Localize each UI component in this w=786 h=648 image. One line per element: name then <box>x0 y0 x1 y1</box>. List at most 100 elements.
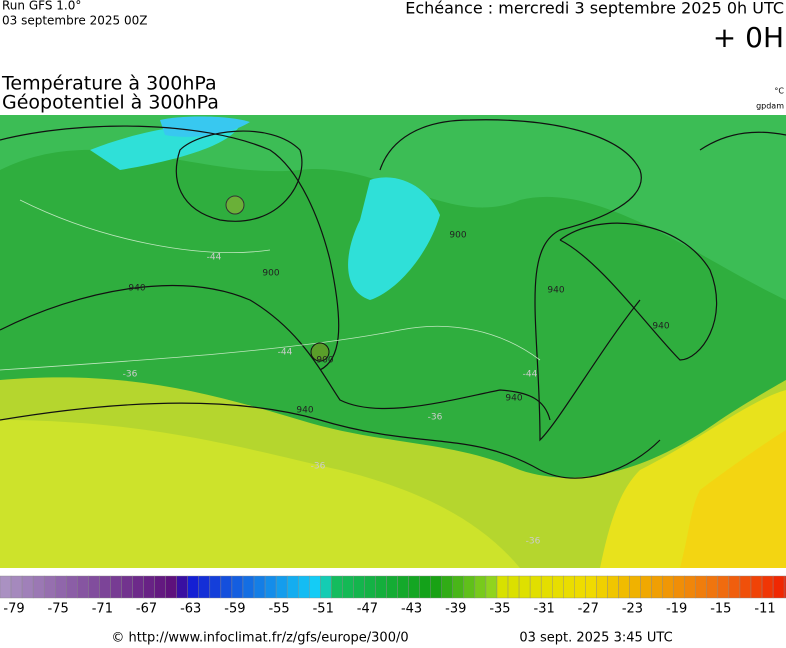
colorbar-cell <box>264 575 277 599</box>
isotherm-label: -44 <box>207 253 222 263</box>
colorbar-cell <box>474 575 487 599</box>
colorbar-tick-label: -23 <box>622 602 643 617</box>
colorbar-tick-label: -75 <box>48 602 69 617</box>
colorbar-cell <box>55 575 67 599</box>
colorbar-tick-label: -59 <box>224 602 245 617</box>
colorbar-cell <box>529 575 542 599</box>
colorbar-tick-label: -55 <box>268 602 289 617</box>
colorbar-cell <box>463 575 476 599</box>
colorbar-tick-label: -71 <box>92 602 113 617</box>
contour-label: 940 <box>128 284 145 294</box>
colorbar-cell <box>485 575 498 599</box>
map: 940 900 900 940 940 940 940 900 -44 -44 … <box>0 115 786 568</box>
colorbar-cell <box>88 575 100 599</box>
colorbar-cell <box>364 575 376 599</box>
colorbar-cell <box>77 575 89 599</box>
colorbar-cell <box>21 575 34 599</box>
colorbar-cell <box>110 575 122 599</box>
colorbar-tick-label: -35 <box>489 602 510 617</box>
colorbar-cell <box>165 575 177 599</box>
colorbar-cell <box>662 575 674 599</box>
colorbar-cell <box>253 575 266 599</box>
colorbar-cell <box>121 575 133 599</box>
source-url: © http://www.infoclimat.fr/z/gfs/europe/… <box>111 631 408 646</box>
colorbar-cell <box>629 575 641 599</box>
colorbar-cell <box>331 575 343 599</box>
colorbar-cell <box>386 575 398 599</box>
contour-label: 940 <box>505 394 522 404</box>
colorbar-cell <box>574 575 586 599</box>
contour-label: 900 <box>449 231 466 241</box>
contour-label: 940 <box>547 286 564 296</box>
contour-label: 940 <box>296 406 313 416</box>
colorbar-cell <box>220 575 233 599</box>
isotherm-label: -36 <box>526 537 541 547</box>
colorbar-tick-label: -67 <box>136 602 157 617</box>
colorbar-cell <box>309 575 321 599</box>
colorbar-cell <box>673 575 685 599</box>
run-label: Run GFS 1.0° <box>2 0 81 13</box>
colorbar-cell <box>441 575 454 599</box>
colorbar-cell <box>43 575 56 599</box>
colorbar-tick-label: -11 <box>754 602 775 617</box>
timestamp: 03 sept. 2025 3:45 UTC <box>519 631 672 646</box>
colorbar-cell <box>353 575 365 599</box>
colorbar-cell <box>706 575 719 599</box>
colorbar-cell <box>231 575 244 599</box>
colorbar-cell <box>563 575 575 599</box>
colorbar-cell <box>176 575 188 599</box>
colorbar-cell <box>143 575 155 599</box>
isotherm-label: -36 <box>311 462 326 472</box>
isotherm-label: -36 <box>123 370 138 380</box>
colorbar-cell <box>99 575 111 599</box>
colorbar-cell <box>209 575 222 599</box>
colorbar-cell <box>10 575 23 599</box>
colorbar-cell <box>275 575 288 599</box>
colorbar-cell <box>320 575 332 599</box>
colorbar-cell <box>242 575 255 599</box>
colorbar-cell <box>419 575 431 599</box>
colorbar-cell <box>507 575 520 599</box>
colorbar-cell <box>552 575 564 599</box>
colorbar-tick-label: -27 <box>578 602 599 617</box>
colorbar-cell <box>375 575 387 599</box>
colorbar-cell <box>66 575 78 599</box>
colorbar-cell <box>596 575 608 599</box>
colorbar-cell <box>496 575 509 599</box>
colorbar-cell <box>132 575 144 599</box>
colorbar-cell <box>397 575 409 599</box>
colorbar-cell <box>618 575 630 599</box>
contour-label: 940 <box>652 322 669 332</box>
temp-unit: °C <box>774 87 784 96</box>
colorbar-cell <box>187 575 199 599</box>
colorbar-cell <box>297 575 310 599</box>
colorbar-cell <box>342 575 354 599</box>
colorbar-cell <box>717 575 730 599</box>
colorbar-tick-label: -19 <box>666 602 687 617</box>
offset: + 0H <box>713 21 784 54</box>
contour-label: 900 <box>262 269 279 279</box>
run-date: 03 septembre 2025 00Z <box>2 14 147 28</box>
colorbar-cell <box>728 575 741 599</box>
colorbar-tick-label: -31 <box>534 602 555 617</box>
colorbar-cell <box>286 575 299 599</box>
colorbar-cell <box>452 575 465 599</box>
colorbar-cell <box>430 575 442 599</box>
colorbar-cell <box>651 575 663 599</box>
colorbar: -79 -75 -71 -67 -63 -59 -55 -51 -47 -43 -39 -35 -31 -… <box>0 575 786 617</box>
colorbar-tick-label: -15 <box>710 602 731 617</box>
isotherm-label: -36 <box>428 413 443 423</box>
colorbar-cell <box>32 575 45 599</box>
colorbar-cell <box>585 575 597 599</box>
temperature-title: Température à 300hPa <box>1 73 217 95</box>
colorbar-tick-label: -79 <box>3 602 24 617</box>
contour-label: 900 <box>316 356 333 366</box>
colorbar-tick-label: -51 <box>313 602 334 617</box>
colorbar-cell <box>684 575 696 599</box>
colorbar-tick-label: -63 <box>180 602 201 617</box>
colorbar-cell <box>750 575 763 599</box>
colorbar-cell <box>640 575 652 599</box>
colorbar-cell <box>739 575 752 599</box>
